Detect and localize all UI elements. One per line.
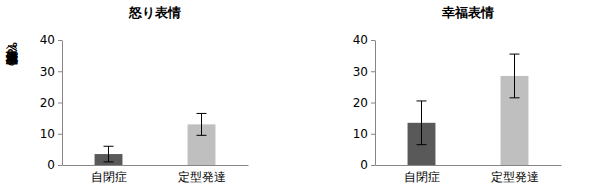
x-tick-label: 定型発達 — [178, 170, 226, 184]
y-tick-mark — [371, 40, 375, 41]
x-tick-label: 自閉症 — [91, 170, 127, 184]
y-tick: 0 — [360, 158, 375, 172]
plot-area — [408, 54, 529, 165]
y-tick-label: 10 — [353, 127, 368, 141]
x-tick-label: 定型発達 — [491, 170, 539, 184]
y-tick-label: 30 — [40, 65, 55, 79]
error-cap — [417, 144, 427, 145]
y-axis-line — [375, 41, 376, 166]
error-bar — [104, 146, 114, 162]
y-tick-label: 20 — [353, 96, 368, 110]
y-tick-label: 20 — [40, 96, 55, 110]
y-tick-mark — [58, 40, 62, 41]
y-tick-label: 0 — [47, 158, 55, 172]
y-tick-label: 40 — [40, 33, 55, 47]
x-tick: 定型発達 — [178, 165, 226, 184]
y-tick-label: 0 — [360, 158, 368, 172]
y-tick: 10 — [40, 127, 62, 141]
y-axis-line — [62, 41, 63, 166]
error-cap — [104, 161, 114, 162]
x-axis: 自閉症 定型発達 — [63, 165, 249, 184]
y-tick: 30 — [40, 65, 62, 79]
error-cap — [197, 113, 207, 114]
y-tick: 40 — [353, 33, 375, 47]
chart-root: 0 10 20 30 40 自閉症 定型発達 怒り表情平均出現頻度（%） 0 10 20 30 40 自閉… — [0, 0, 600, 194]
plot-area — [95, 113, 216, 165]
y-tick-label: 10 — [40, 127, 55, 141]
error-bar — [417, 101, 427, 145]
x-tick: 自閉症 — [404, 165, 440, 184]
y-tick: 40 — [40, 33, 62, 47]
error-cap — [417, 100, 427, 101]
error-stem — [108, 146, 109, 162]
error-cap — [510, 97, 520, 98]
y-tick-mark — [58, 134, 62, 135]
x-tick: 定型発達 — [491, 165, 539, 184]
x-axis-line — [63, 165, 249, 166]
y-tick-mark — [371, 165, 375, 166]
y-axis: 0 10 20 30 40 — [353, 33, 376, 172]
error-cap — [197, 135, 207, 136]
error-bar — [197, 113, 207, 135]
error-cap — [104, 146, 114, 147]
error-stem — [421, 101, 422, 145]
y-tick-label: 30 — [353, 65, 368, 79]
y-axis-title: 平均出現頻度（%） — [5, 42, 19, 66]
y-tick: 10 — [353, 127, 375, 141]
y-tick-mark — [58, 71, 62, 72]
y-axis: 0 10 20 30 40 — [40, 33, 63, 172]
y-tick: 0 — [47, 158, 62, 172]
y-tick-mark — [58, 103, 62, 104]
chart-title: 幸福表情 — [441, 5, 494, 20]
error-stem — [201, 113, 202, 135]
error-stem — [514, 54, 515, 98]
chart-title: 怒り表情 — [128, 5, 181, 20]
y-tick: 20 — [40, 96, 62, 110]
x-axis-line — [376, 165, 562, 166]
y-tick: 20 — [353, 96, 375, 110]
x-axis: 自閉症 定型発達 — [376, 165, 562, 184]
y-tick-mark — [371, 134, 375, 135]
chart-panel: 0 10 20 30 40 自閉症 定型発達 怒り表情平均出現頻度（%） — [5, 5, 249, 184]
y-tick-mark — [371, 103, 375, 104]
error-cap — [510, 54, 520, 55]
error-bar — [510, 54, 520, 98]
y-tick: 30 — [353, 65, 375, 79]
x-tick-label: 自閉症 — [404, 170, 440, 184]
y-tick-label: 40 — [353, 33, 368, 47]
y-tick-mark — [371, 71, 375, 72]
x-tick: 自閉症 — [91, 165, 127, 184]
y-tick-mark — [58, 165, 62, 166]
chart-panel: 0 10 20 30 40 自閉症 定型発達 幸福表情 — [353, 5, 562, 184]
